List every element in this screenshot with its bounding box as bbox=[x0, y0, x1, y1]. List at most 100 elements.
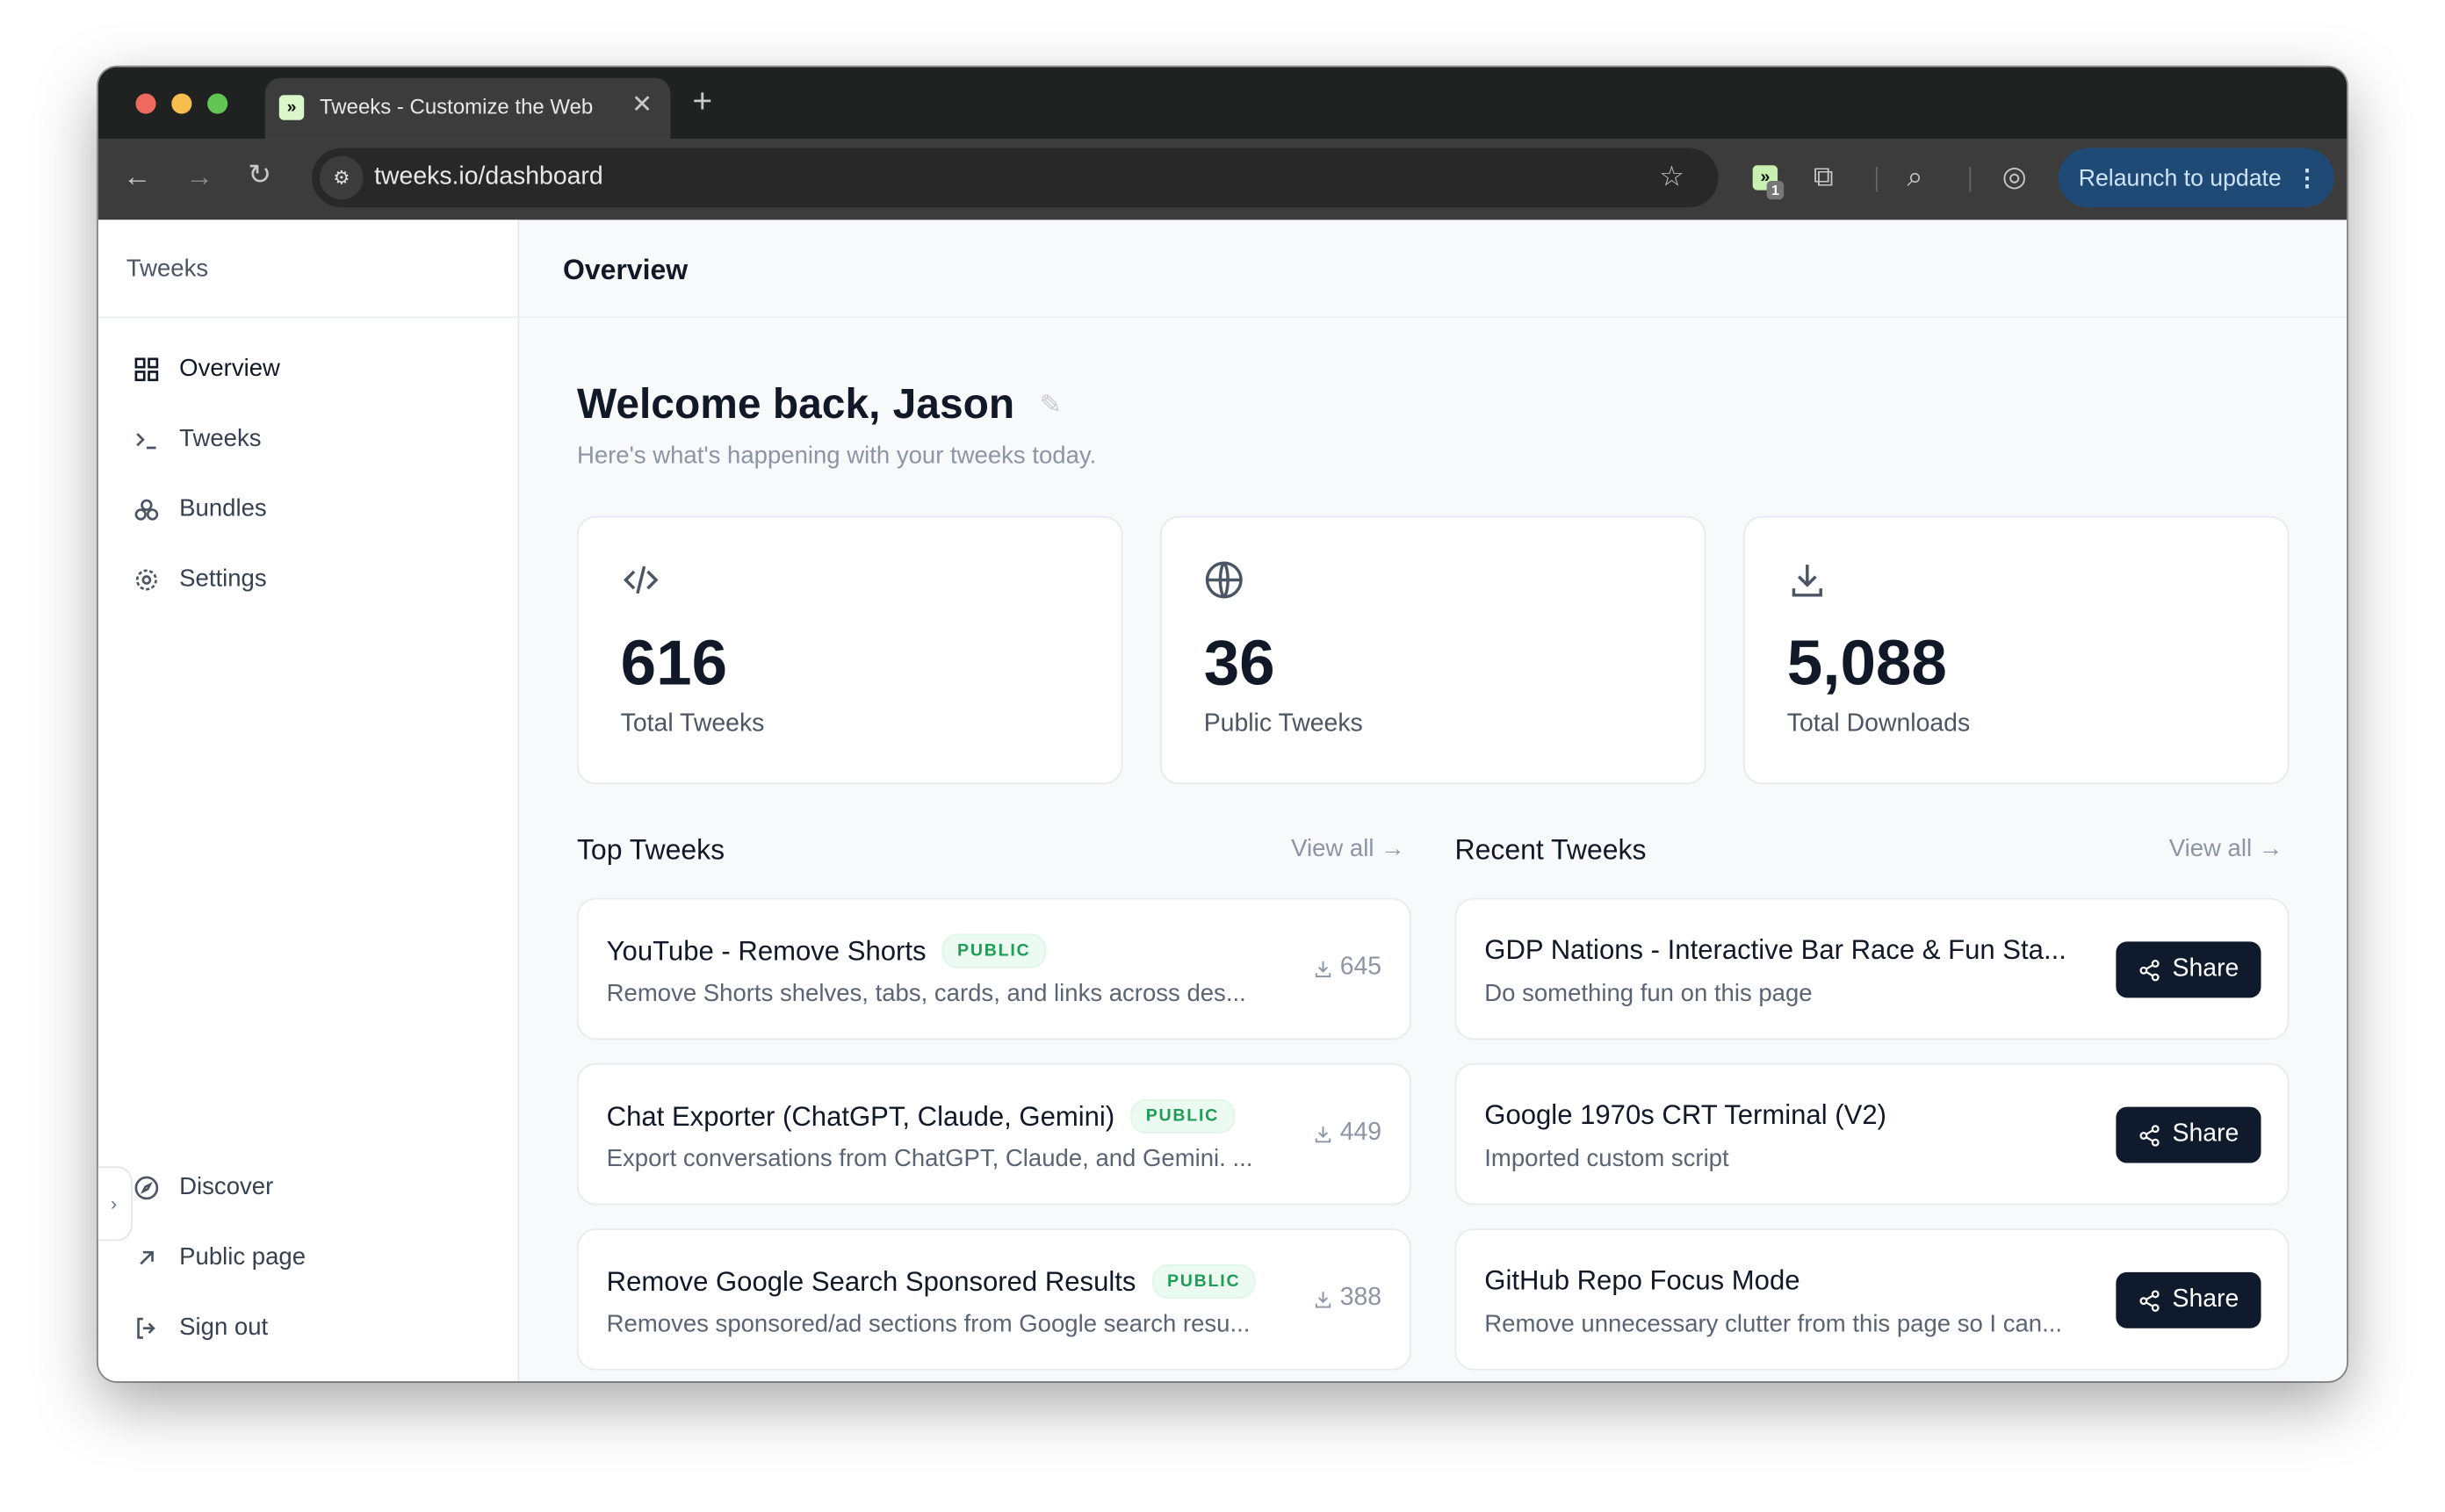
stat-card-public-tweeks: 36 Public Tweeks bbox=[1159, 515, 1706, 785]
public-badge: PUBLIC bbox=[941, 933, 1047, 968]
expand-sidebar-chevron-icon[interactable]: › bbox=[97, 1166, 133, 1242]
top-tweek-card[interactable]: Remove Google Search Sponsored Results PU… bbox=[576, 1228, 1411, 1371]
extension-badge: 1 bbox=[1766, 180, 1785, 200]
tweek-title-row: YouTube - Remove Shorts PUBLIC bbox=[606, 933, 1047, 968]
share-label: Share bbox=[2172, 1120, 2239, 1148]
download-icon bbox=[1316, 1126, 1331, 1142]
page-title: Overview bbox=[562, 254, 689, 285]
gear-icon bbox=[135, 569, 157, 591]
tab-search-icon[interactable]: ⌕ bbox=[1907, 160, 1923, 192]
tweeks-favicon-icon: » bbox=[278, 95, 305, 120]
sidebar-item-label: Public page bbox=[179, 1243, 307, 1271]
minimize-window-button[interactable] bbox=[171, 93, 192, 114]
globe-icon bbox=[1205, 561, 1243, 599]
tweeks-extension-icon[interactable]: » bbox=[1752, 165, 1778, 191]
share-button[interactable]: Share bbox=[2116, 1271, 2261, 1328]
stat-value: 616 bbox=[620, 626, 728, 699]
profile-icon[interactable]: ◎ bbox=[2001, 160, 2027, 192]
sidebar-item-discover[interactable]: Discover bbox=[133, 1174, 273, 1202]
tweek-title-row: Remove Google Search Sponsored Results PU… bbox=[606, 1264, 1257, 1299]
download-count-value: 449 bbox=[1339, 1119, 1382, 1146]
sidebar-item-sign-out[interactable]: Sign out bbox=[133, 1314, 268, 1343]
arrow-right-icon: → bbox=[2258, 835, 2283, 862]
divider bbox=[97, 316, 520, 319]
toolbar: ← → ↻ ⚙ tweeks.io/dashboard ☆ » 1 ⧉ ⌕ ◎ … bbox=[97, 139, 2348, 220]
view-all-label: View all bbox=[1291, 835, 1374, 862]
tweek-title: Remove Google Search Sponsored Results bbox=[606, 1264, 1136, 1297]
recent-tweek-card[interactable]: Google 1970s CRT Terminal (V2) Imported … bbox=[1454, 1062, 2290, 1206]
relaunch-label: Relaunch to update bbox=[2078, 164, 2282, 191]
extensions-puzzle-icon[interactable]: ⧉ bbox=[1813, 160, 1834, 192]
address-bar[interactable]: ⚙ tweeks.io/dashboard ☆ bbox=[312, 148, 1719, 208]
sidebar-item-label: Settings bbox=[179, 565, 267, 593]
sign-out-icon bbox=[137, 1317, 155, 1339]
url-text: tweeks.io/dashboard bbox=[374, 163, 603, 191]
sidebar-item-label: Bundles bbox=[179, 495, 267, 522]
welcome-subtitle: Here's what's happening with your tweeks… bbox=[576, 443, 1097, 470]
tweek-title: Google 1970s CRT Terminal (V2) bbox=[1484, 1098, 1886, 1131]
share-label: Share bbox=[2172, 1285, 2239, 1313]
bookmark-star-icon[interactable]: ☆ bbox=[1659, 160, 1684, 192]
divider bbox=[519, 316, 2348, 319]
browser-tab[interactable]: » Tweeks - Customize the Web ✕ bbox=[264, 77, 671, 140]
browser-window: » Tweeks - Customize the Web ✕ + ← → ↻ ⚙… bbox=[97, 67, 2348, 1382]
share-button[interactable]: Share bbox=[2116, 1106, 2261, 1163]
dashboard-icon bbox=[134, 357, 159, 382]
public-badge: PUBLIC bbox=[1129, 1098, 1235, 1134]
recent-tweek-card[interactable]: GitHub Repo Focus Mode Remove unnecessar… bbox=[1454, 1228, 2290, 1371]
stat-label: Total Tweeks bbox=[620, 710, 765, 738]
stat-label: Total Downloads bbox=[1786, 710, 1971, 738]
back-icon[interactable]: ← bbox=[123, 160, 152, 192]
welcome-greeting: Welcome back, bbox=[576, 380, 881, 428]
edit-name-pencil-icon[interactable]: ✎ bbox=[1039, 388, 1062, 419]
share-icon bbox=[2139, 1124, 2160, 1146]
close-window-button[interactable] bbox=[135, 93, 156, 114]
stat-card-total-tweeks: 616 Total Tweeks bbox=[576, 515, 1123, 785]
reload-icon[interactable]: ↻ bbox=[248, 159, 272, 191]
tab-bar: » Tweeks - Customize the Web ✕ + bbox=[97, 67, 2348, 140]
more-menu-icon[interactable]: ⋮ bbox=[2295, 165, 2319, 192]
tweek-title: YouTube - Remove Shorts bbox=[606, 934, 927, 966]
download-icon bbox=[1316, 1291, 1331, 1307]
share-icon bbox=[2139, 959, 2160, 981]
welcome-heading: Welcome back, Jason ✎ bbox=[577, 380, 1062, 428]
main-content: Overview Welcome back, Jason ✎ Here's wh… bbox=[519, 220, 2348, 1381]
download-count: 388 bbox=[1314, 1285, 1381, 1313]
terminal-icon bbox=[136, 433, 156, 450]
recent-tweek-card[interactable]: GDP Nations - Interactive Bar Race & Fun… bbox=[1454, 897, 2290, 1040]
recent-tweeks-view-all-link[interactable]: View all → bbox=[2169, 836, 2283, 864]
stat-value: 5,088 bbox=[1786, 626, 1947, 699]
top-tweeks-view-all-link[interactable]: View all → bbox=[1291, 836, 1405, 864]
sidebar-item-bundles[interactable]: Bundles bbox=[133, 496, 267, 524]
download-count: 449 bbox=[1314, 1119, 1382, 1148]
close-tab-icon[interactable]: ✕ bbox=[631, 91, 653, 119]
site-settings-icon[interactable]: ⚙ bbox=[319, 155, 364, 200]
top-tweek-card[interactable]: YouTube - Remove Shorts PUBLIC Remove Sho… bbox=[576, 897, 1411, 1040]
relaunch-button[interactable]: Relaunch to update ⋮ bbox=[2058, 148, 2334, 208]
new-tab-icon[interactable]: + bbox=[692, 81, 713, 120]
tweek-title: Chat Exporter (ChatGPT, Claude, Gemini) bbox=[606, 1099, 1115, 1132]
top-tweeks-heading: Top Tweeks bbox=[576, 833, 725, 866]
sidebar-item-label: Overview bbox=[179, 355, 280, 382]
code-icon bbox=[623, 565, 659, 594]
sidebar-item-settings[interactable]: Settings bbox=[133, 566, 267, 594]
tweek-description: Removes sponsored/ad sections from Googl… bbox=[606, 1311, 1251, 1338]
sidebar-item-label: Tweeks bbox=[179, 425, 262, 452]
download-icon bbox=[1792, 565, 1822, 597]
sidebar-item-public-page[interactable]: Public page bbox=[133, 1244, 306, 1272]
bundles-icon bbox=[134, 499, 159, 521]
arrow-up-right-icon bbox=[140, 1250, 154, 1265]
sidebar-item-label: Sign out bbox=[179, 1314, 269, 1341]
tab-title: Tweeks - Customize the Web bbox=[319, 95, 594, 119]
arrow-right-icon: → bbox=[1381, 835, 1405, 862]
recent-tweeks-heading: Recent Tweeks bbox=[1454, 833, 1647, 866]
tweek-description: Imported custom script bbox=[1484, 1145, 1729, 1173]
sidebar-item-tweeks[interactable]: Tweeks bbox=[133, 426, 262, 454]
forward-icon[interactable]: → bbox=[185, 160, 214, 192]
maximize-window-button[interactable] bbox=[207, 93, 228, 114]
tweek-title: GitHub Repo Focus Mode bbox=[1484, 1264, 1800, 1296]
share-button[interactable]: Share bbox=[2116, 941, 2261, 998]
sidebar-item-overview[interactable]: Overview bbox=[133, 356, 280, 384]
top-tweek-card[interactable]: Chat Exporter (ChatGPT, Claude, Gemini) P… bbox=[576, 1062, 1411, 1206]
compass-icon bbox=[134, 1176, 159, 1200]
